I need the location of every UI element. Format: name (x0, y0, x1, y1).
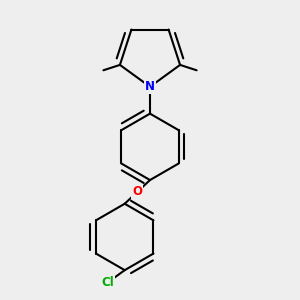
Text: O: O (132, 185, 142, 198)
Text: Cl: Cl (101, 276, 114, 289)
Text: N: N (145, 80, 155, 93)
